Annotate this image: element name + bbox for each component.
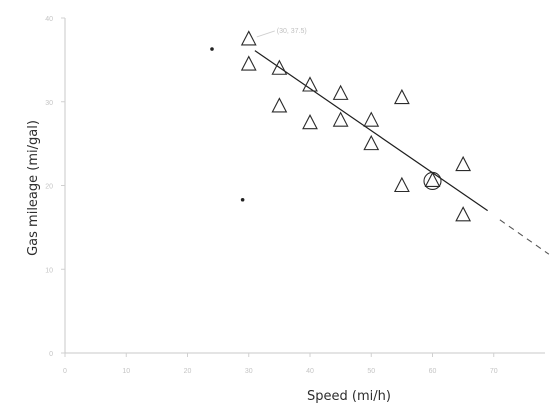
data-point: [455, 155, 472, 172]
x-axis-title: Speed (mi/h): [307, 389, 391, 404]
data-point: [302, 76, 318, 92]
data-point: [332, 111, 349, 127]
y-tick-label: 0: [49, 351, 53, 358]
x-tick-label: 20: [184, 368, 192, 375]
data-points: [240, 30, 472, 222]
data-point: [332, 84, 349, 100]
data-point: [302, 113, 318, 130]
y-tick-label: 20: [45, 184, 53, 191]
data-point: [240, 30, 257, 46]
data-point: [455, 206, 472, 222]
x-tick-label: 60: [429, 368, 437, 375]
x-tick-label: 70: [490, 368, 498, 375]
data-point: [271, 59, 288, 75]
x-tick-label: 0: [63, 368, 67, 375]
stray-mark: [210, 47, 214, 51]
x-tick-label: 40: [306, 368, 314, 375]
y-tick-label: 30: [45, 100, 53, 107]
data-point: [393, 176, 410, 193]
x-tick-label: 30: [245, 368, 253, 375]
y-tick-label: 40: [45, 16, 53, 23]
data-point: [393, 88, 410, 105]
y-tick-label: 10: [45, 267, 53, 274]
trendline-layer: [254, 50, 550, 255]
circled-point: [423, 171, 442, 191]
ticks: 0 10 20 30 40 50 60 70 0 10 20 30 40: [45, 16, 498, 375]
data-point: [363, 134, 380, 151]
data-point: [424, 171, 441, 188]
annotation-leader: [256, 30, 275, 38]
data-point: [271, 97, 288, 113]
data-point: [363, 111, 380, 127]
data-point: [240, 55, 257, 71]
point-annotation: (30, 37.5): [277, 28, 307, 35]
x-tick-label: 50: [367, 368, 375, 375]
x-tick-label: 10: [122, 368, 130, 375]
stray-mark: [240, 197, 245, 202]
trendline-extension: [499, 219, 550, 255]
axes: [64, 18, 545, 354]
trendline: [254, 50, 488, 212]
annotations: (30, 37.5): [210, 28, 442, 202]
y-axis-title: Gas mileage (mi/gal): [26, 120, 41, 256]
